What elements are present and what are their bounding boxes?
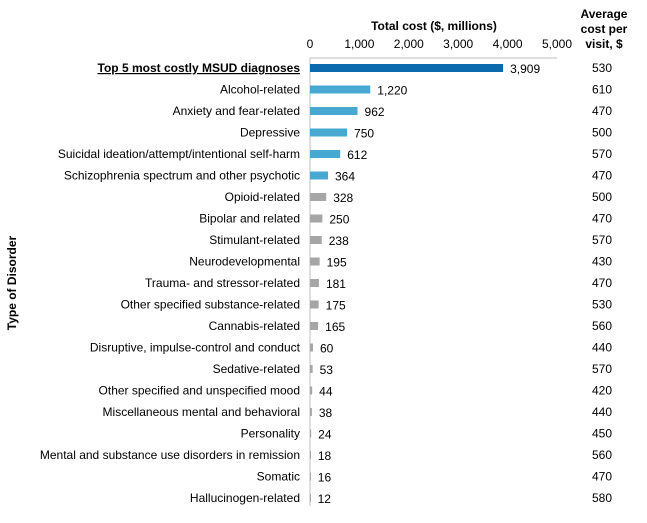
avg-cost-value: 580 (592, 491, 612, 505)
category-label: Somatic (257, 470, 300, 484)
category-label: Opioid-related (225, 190, 300, 204)
bar (310, 64, 504, 72)
bar (310, 365, 313, 373)
bar-value-label: 750 (354, 127, 374, 141)
avg-cost-value: 450 (592, 427, 612, 441)
avg-cost-value: 470 (592, 276, 612, 290)
x-tick-label: 1,000 (344, 37, 374, 51)
category-label: Schizophrenia spectrum and other psychot… (64, 169, 300, 183)
bar (310, 472, 311, 481)
bar (310, 429, 312, 438)
bar (310, 300, 319, 309)
x-tick-label: 3,000 (443, 37, 473, 51)
bar-value-label: 250 (329, 213, 349, 227)
category-label: Sedative-related (213, 362, 300, 376)
bar-value-label: 16 (318, 471, 332, 485)
x-tick-label: 2,000 (394, 37, 424, 51)
bar (310, 236, 322, 244)
category-label: Personality (241, 427, 300, 441)
bar-value-label: 12 (318, 492, 332, 506)
bar-value-label: 60 (320, 342, 334, 356)
bar-value-label: 364 (335, 170, 355, 184)
avg-cost-value: 500 (592, 190, 612, 204)
avg-cost-value: 530 (592, 298, 612, 312)
category-label: Anxiety and fear-related (173, 104, 300, 118)
bar-value-label: 18 (318, 449, 332, 463)
category-label: Other specified substance-related (121, 298, 300, 312)
avg-cost-value: 440 (592, 405, 612, 419)
bar-value-label: 181 (326, 277, 346, 291)
bar (310, 107, 358, 115)
category-label: Hallucinogen-related (190, 491, 300, 505)
bar (310, 193, 327, 201)
avg-cost-value: 470 (592, 169, 612, 183)
bar (310, 408, 312, 416)
avg-cost-value: 500 (592, 126, 612, 140)
category-label: Depressive (240, 126, 300, 140)
bar (310, 214, 323, 223)
avg-cost-value: 570 (592, 362, 612, 376)
bar (310, 322, 319, 330)
bar-value-label: 175 (326, 299, 346, 313)
bar (310, 494, 311, 502)
avg-cost-value: 470 (592, 470, 612, 484)
bar (310, 128, 348, 137)
category-label: Trauma- and stressor-related (145, 276, 300, 290)
x-tick-label: 4,000 (493, 37, 523, 51)
category-label: Suicidal ideation/attempt/intentional se… (58, 147, 300, 161)
x-tick-label: 0 (307, 37, 314, 51)
bar (310, 386, 313, 395)
category-label: Alcohol-related (220, 83, 300, 97)
bar-value-label: 38 (319, 406, 333, 420)
avg-cost-value: 610 (592, 83, 612, 97)
bar (310, 279, 319, 287)
category-label: Bipolar and related (199, 212, 300, 226)
right-column-header-line2: cost per (581, 22, 628, 36)
bar-value-label: 53 (320, 363, 334, 377)
avg-cost-value: 560 (592, 319, 612, 333)
avg-cost-value: 430 (592, 255, 612, 269)
y-axis-title: Type of Disorder (5, 235, 19, 330)
bar (310, 150, 341, 158)
bar-value-label: 612 (347, 148, 367, 162)
avg-cost-value: 570 (592, 233, 612, 247)
x-axis-title: Total cost ($, millions) (371, 19, 497, 33)
bar (310, 451, 311, 459)
bar-value-label: 44 (319, 385, 333, 399)
bar (310, 343, 313, 352)
category-label: Cannabis-related (209, 319, 300, 333)
bar-value-label: 3,909 (510, 62, 540, 76)
category-label: Neurodevelopmental (189, 255, 300, 269)
bar-value-label: 24 (318, 428, 332, 442)
x-tick-label: 5,000 (542, 37, 572, 51)
category-label: Stimulant-related (209, 233, 300, 247)
category-label: Disruptive, impulse-control and conduct (90, 341, 301, 355)
category-label: Top 5 most costly MSUD diagnoses (98, 61, 301, 75)
category-label: Other specified and unspecified mood (99, 384, 300, 398)
bar-value-label: 1,220 (377, 84, 407, 98)
avg-cost-value: 530 (592, 61, 612, 75)
bar-value-label: 195 (327, 256, 347, 270)
right-column-header-line1: Average (581, 7, 628, 21)
avg-cost-value: 470 (592, 212, 612, 226)
right-column-header-line3: visit, $ (585, 37, 623, 51)
avg-cost-value: 570 (592, 147, 612, 161)
bar-value-label: 962 (365, 105, 385, 119)
bar (310, 257, 320, 266)
bar (310, 85, 371, 94)
avg-cost-value: 560 (592, 448, 612, 462)
bar-value-label: 328 (333, 191, 353, 205)
bar-value-label: 238 (329, 234, 349, 248)
bar-value-label: 165 (325, 320, 345, 334)
avg-cost-value: 470 (592, 104, 612, 118)
avg-cost-value: 420 (592, 384, 612, 398)
bar (310, 171, 328, 180)
category-label: Miscellaneous mental and behavioral (103, 405, 300, 419)
category-label: Mental and substance use disorders in re… (40, 448, 300, 462)
avg-cost-value: 440 (592, 341, 612, 355)
